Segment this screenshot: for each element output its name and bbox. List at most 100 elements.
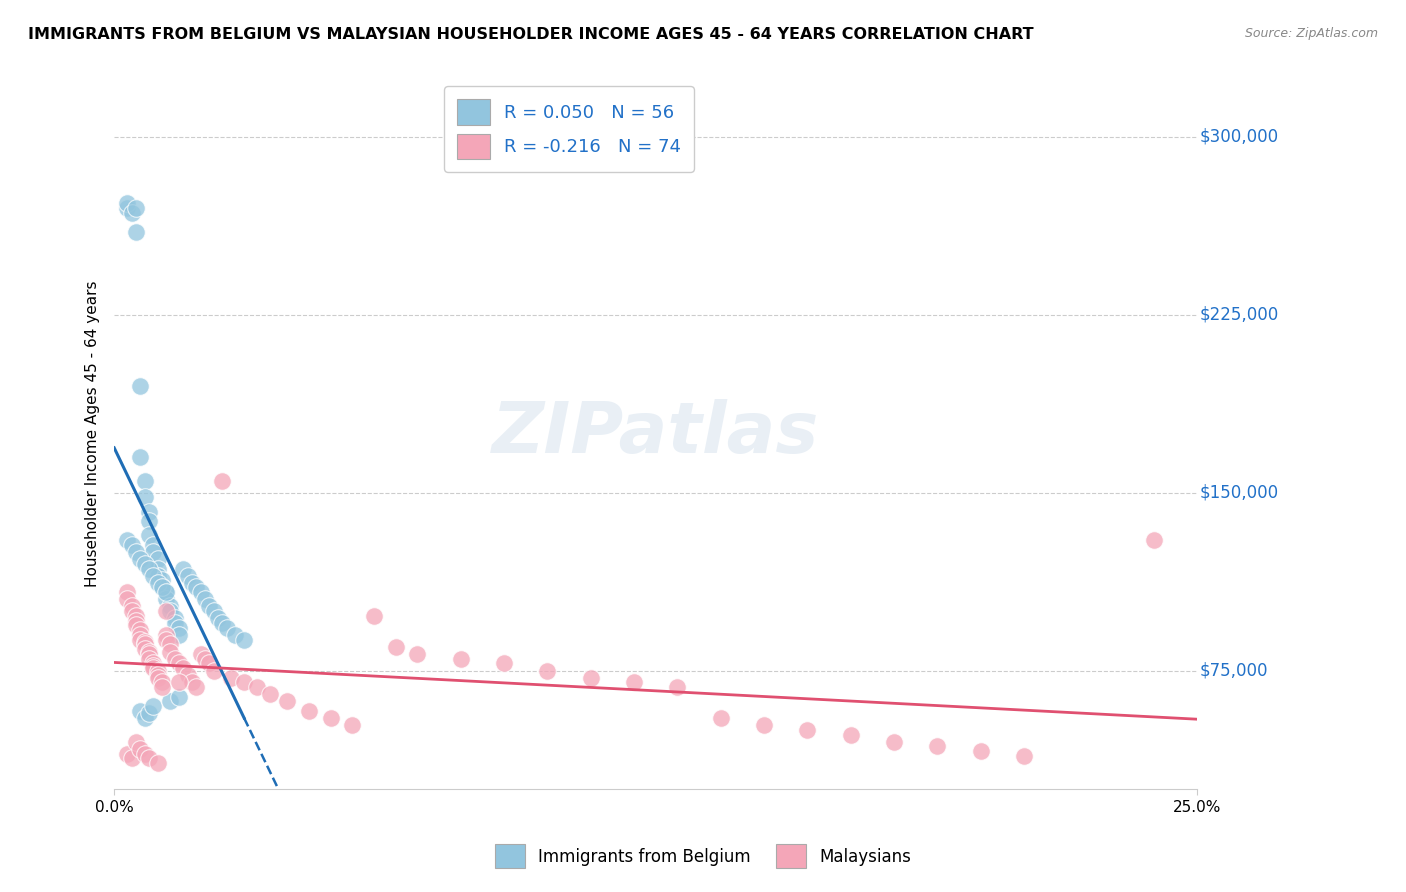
- Point: [233, 675, 256, 690]
- Point: [190, 585, 212, 599]
- Point: [146, 575, 169, 590]
- Point: [796, 723, 818, 737]
- Point: [298, 704, 321, 718]
- Point: [142, 545, 165, 559]
- Point: [384, 640, 406, 654]
- Point: [159, 637, 181, 651]
- Point: [138, 514, 160, 528]
- Point: [233, 632, 256, 647]
- Point: [150, 581, 173, 595]
- Text: $150,000: $150,000: [1199, 483, 1278, 501]
- Point: [163, 611, 186, 625]
- Point: [927, 739, 949, 754]
- Point: [211, 616, 233, 631]
- Point: [129, 552, 152, 566]
- Point: [492, 657, 515, 671]
- Point: [115, 747, 138, 761]
- Point: [125, 201, 148, 215]
- Point: [134, 637, 156, 651]
- Point: [190, 647, 212, 661]
- Point: [155, 592, 177, 607]
- Point: [155, 628, 177, 642]
- Point: [129, 628, 152, 642]
- Point: [142, 538, 165, 552]
- Point: [173, 661, 195, 675]
- Text: $300,000: $300,000: [1199, 128, 1278, 145]
- Legend: Immigrants from Belgium, Malaysians: Immigrants from Belgium, Malaysians: [488, 838, 918, 875]
- Point: [115, 585, 138, 599]
- Point: [115, 201, 138, 215]
- Point: [150, 574, 173, 588]
- Point: [142, 661, 165, 675]
- Legend: R = 0.050   N = 56, R = -0.216   N = 74: R = 0.050 N = 56, R = -0.216 N = 74: [444, 87, 693, 172]
- Point: [536, 664, 558, 678]
- Point: [450, 651, 472, 665]
- Point: [1012, 748, 1035, 763]
- Point: [177, 668, 200, 682]
- Point: [138, 561, 160, 575]
- Point: [167, 657, 190, 671]
- Point: [115, 196, 138, 211]
- Point: [129, 704, 152, 718]
- Point: [159, 599, 181, 614]
- Point: [1143, 533, 1166, 547]
- Point: [150, 680, 173, 694]
- Point: [159, 644, 181, 658]
- Point: [125, 225, 148, 239]
- Point: [146, 668, 169, 682]
- Point: [146, 561, 169, 575]
- Point: [134, 491, 156, 505]
- Point: [134, 557, 156, 571]
- Point: [198, 599, 221, 614]
- Point: [134, 711, 156, 725]
- Point: [198, 657, 221, 671]
- Point: [138, 644, 160, 658]
- Point: [406, 647, 429, 661]
- Point: [142, 658, 165, 673]
- Point: [215, 621, 238, 635]
- Point: [202, 664, 225, 678]
- Point: [173, 561, 195, 575]
- Point: [121, 205, 143, 219]
- Point: [155, 585, 177, 599]
- Point: [150, 581, 173, 595]
- Point: [666, 680, 689, 694]
- Point: [125, 545, 148, 559]
- Point: [259, 687, 281, 701]
- Point: [163, 616, 186, 631]
- Point: [839, 728, 862, 742]
- Point: [177, 568, 200, 582]
- Point: [146, 664, 169, 678]
- Point: [623, 675, 645, 690]
- Point: [219, 671, 242, 685]
- Point: [134, 635, 156, 649]
- Point: [138, 647, 160, 661]
- Point: [146, 756, 169, 770]
- Point: [121, 604, 143, 618]
- Point: [138, 751, 160, 765]
- Point: [181, 575, 204, 590]
- Point: [159, 604, 181, 618]
- Point: [202, 604, 225, 618]
- Point: [246, 680, 269, 694]
- Point: [181, 675, 204, 690]
- Point: [159, 694, 181, 708]
- Point: [125, 614, 148, 628]
- Point: [121, 599, 143, 614]
- Point: [579, 671, 602, 685]
- Point: [125, 609, 148, 624]
- Point: [129, 632, 152, 647]
- Point: [134, 642, 156, 657]
- Point: [115, 533, 138, 547]
- Point: [138, 528, 160, 542]
- Text: IMMIGRANTS FROM BELGIUM VS MALAYSIAN HOUSEHOLDER INCOME AGES 45 - 64 YEARS CORRE: IMMIGRANTS FROM BELGIUM VS MALAYSIAN HOU…: [28, 27, 1033, 42]
- Point: [207, 611, 229, 625]
- Point: [129, 379, 152, 393]
- Point: [167, 675, 190, 690]
- Point: [969, 744, 991, 758]
- Y-axis label: Householder Income Ages 45 - 64 years: Householder Income Ages 45 - 64 years: [86, 280, 100, 587]
- Point: [134, 747, 156, 761]
- Point: [138, 706, 160, 721]
- Point: [138, 505, 160, 519]
- Point: [121, 751, 143, 765]
